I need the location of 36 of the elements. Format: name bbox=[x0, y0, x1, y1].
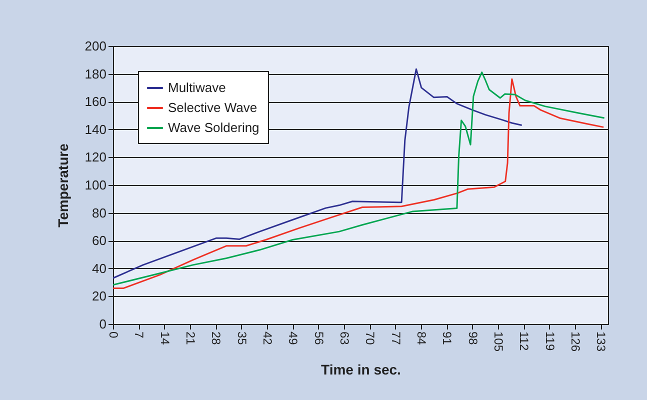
x-tick-label: 133 bbox=[594, 332, 608, 352]
x-tick-label: 98 bbox=[466, 332, 480, 346]
x-tick-label: 42 bbox=[260, 332, 274, 346]
x-tick-label: 70 bbox=[363, 332, 378, 346]
y-axis-title: Temperature bbox=[54, 143, 71, 228]
y-tick-label: 40 bbox=[92, 260, 106, 276]
legend-label: Selective Wave bbox=[168, 100, 258, 115]
y-tick-label: 80 bbox=[92, 205, 106, 220]
x-tick-label: 119 bbox=[542, 332, 557, 351]
x-tick-label: 35 bbox=[234, 332, 249, 346]
legend-label: Wave Soldering bbox=[168, 120, 260, 135]
y-tick-label: 160 bbox=[84, 94, 106, 110]
y-tick-label: 180 bbox=[84, 66, 106, 82]
x-tick-label: 84 bbox=[414, 332, 428, 346]
x-tick-label: 49 bbox=[286, 332, 300, 346]
x-tick-label: 0 bbox=[106, 332, 120, 338]
x-tick-label: 21 bbox=[184, 332, 198, 346]
x-tick-label: 56 bbox=[312, 332, 326, 346]
y-tick-label: 200 bbox=[84, 38, 106, 54]
y-tick-label: 100 bbox=[84, 178, 106, 192]
y-tick-label: 140 bbox=[84, 122, 106, 137]
y-tick-label: 60 bbox=[92, 233, 106, 248]
x-tick-label: 91 bbox=[440, 332, 454, 346]
x-tick-label: 105 bbox=[492, 332, 506, 352]
y-tick-label: 20 bbox=[92, 288, 106, 304]
x-tick-label: 28 bbox=[209, 332, 224, 346]
line-series bbox=[113, 68, 523, 279]
x-tick-label: 7 bbox=[132, 332, 146, 338]
legend-label: Multiwave bbox=[168, 80, 226, 95]
x-tick-label: 63 bbox=[338, 332, 352, 346]
x-tick-label: 14 bbox=[158, 332, 172, 346]
x-axis-title: Time in sec. bbox=[321, 362, 401, 378]
x-tick-label: 112 bbox=[517, 332, 532, 351]
y-tick-label: 120 bbox=[84, 150, 106, 165]
x-tick-label: 77 bbox=[388, 332, 403, 346]
x-tick-label: 126 bbox=[568, 332, 582, 352]
